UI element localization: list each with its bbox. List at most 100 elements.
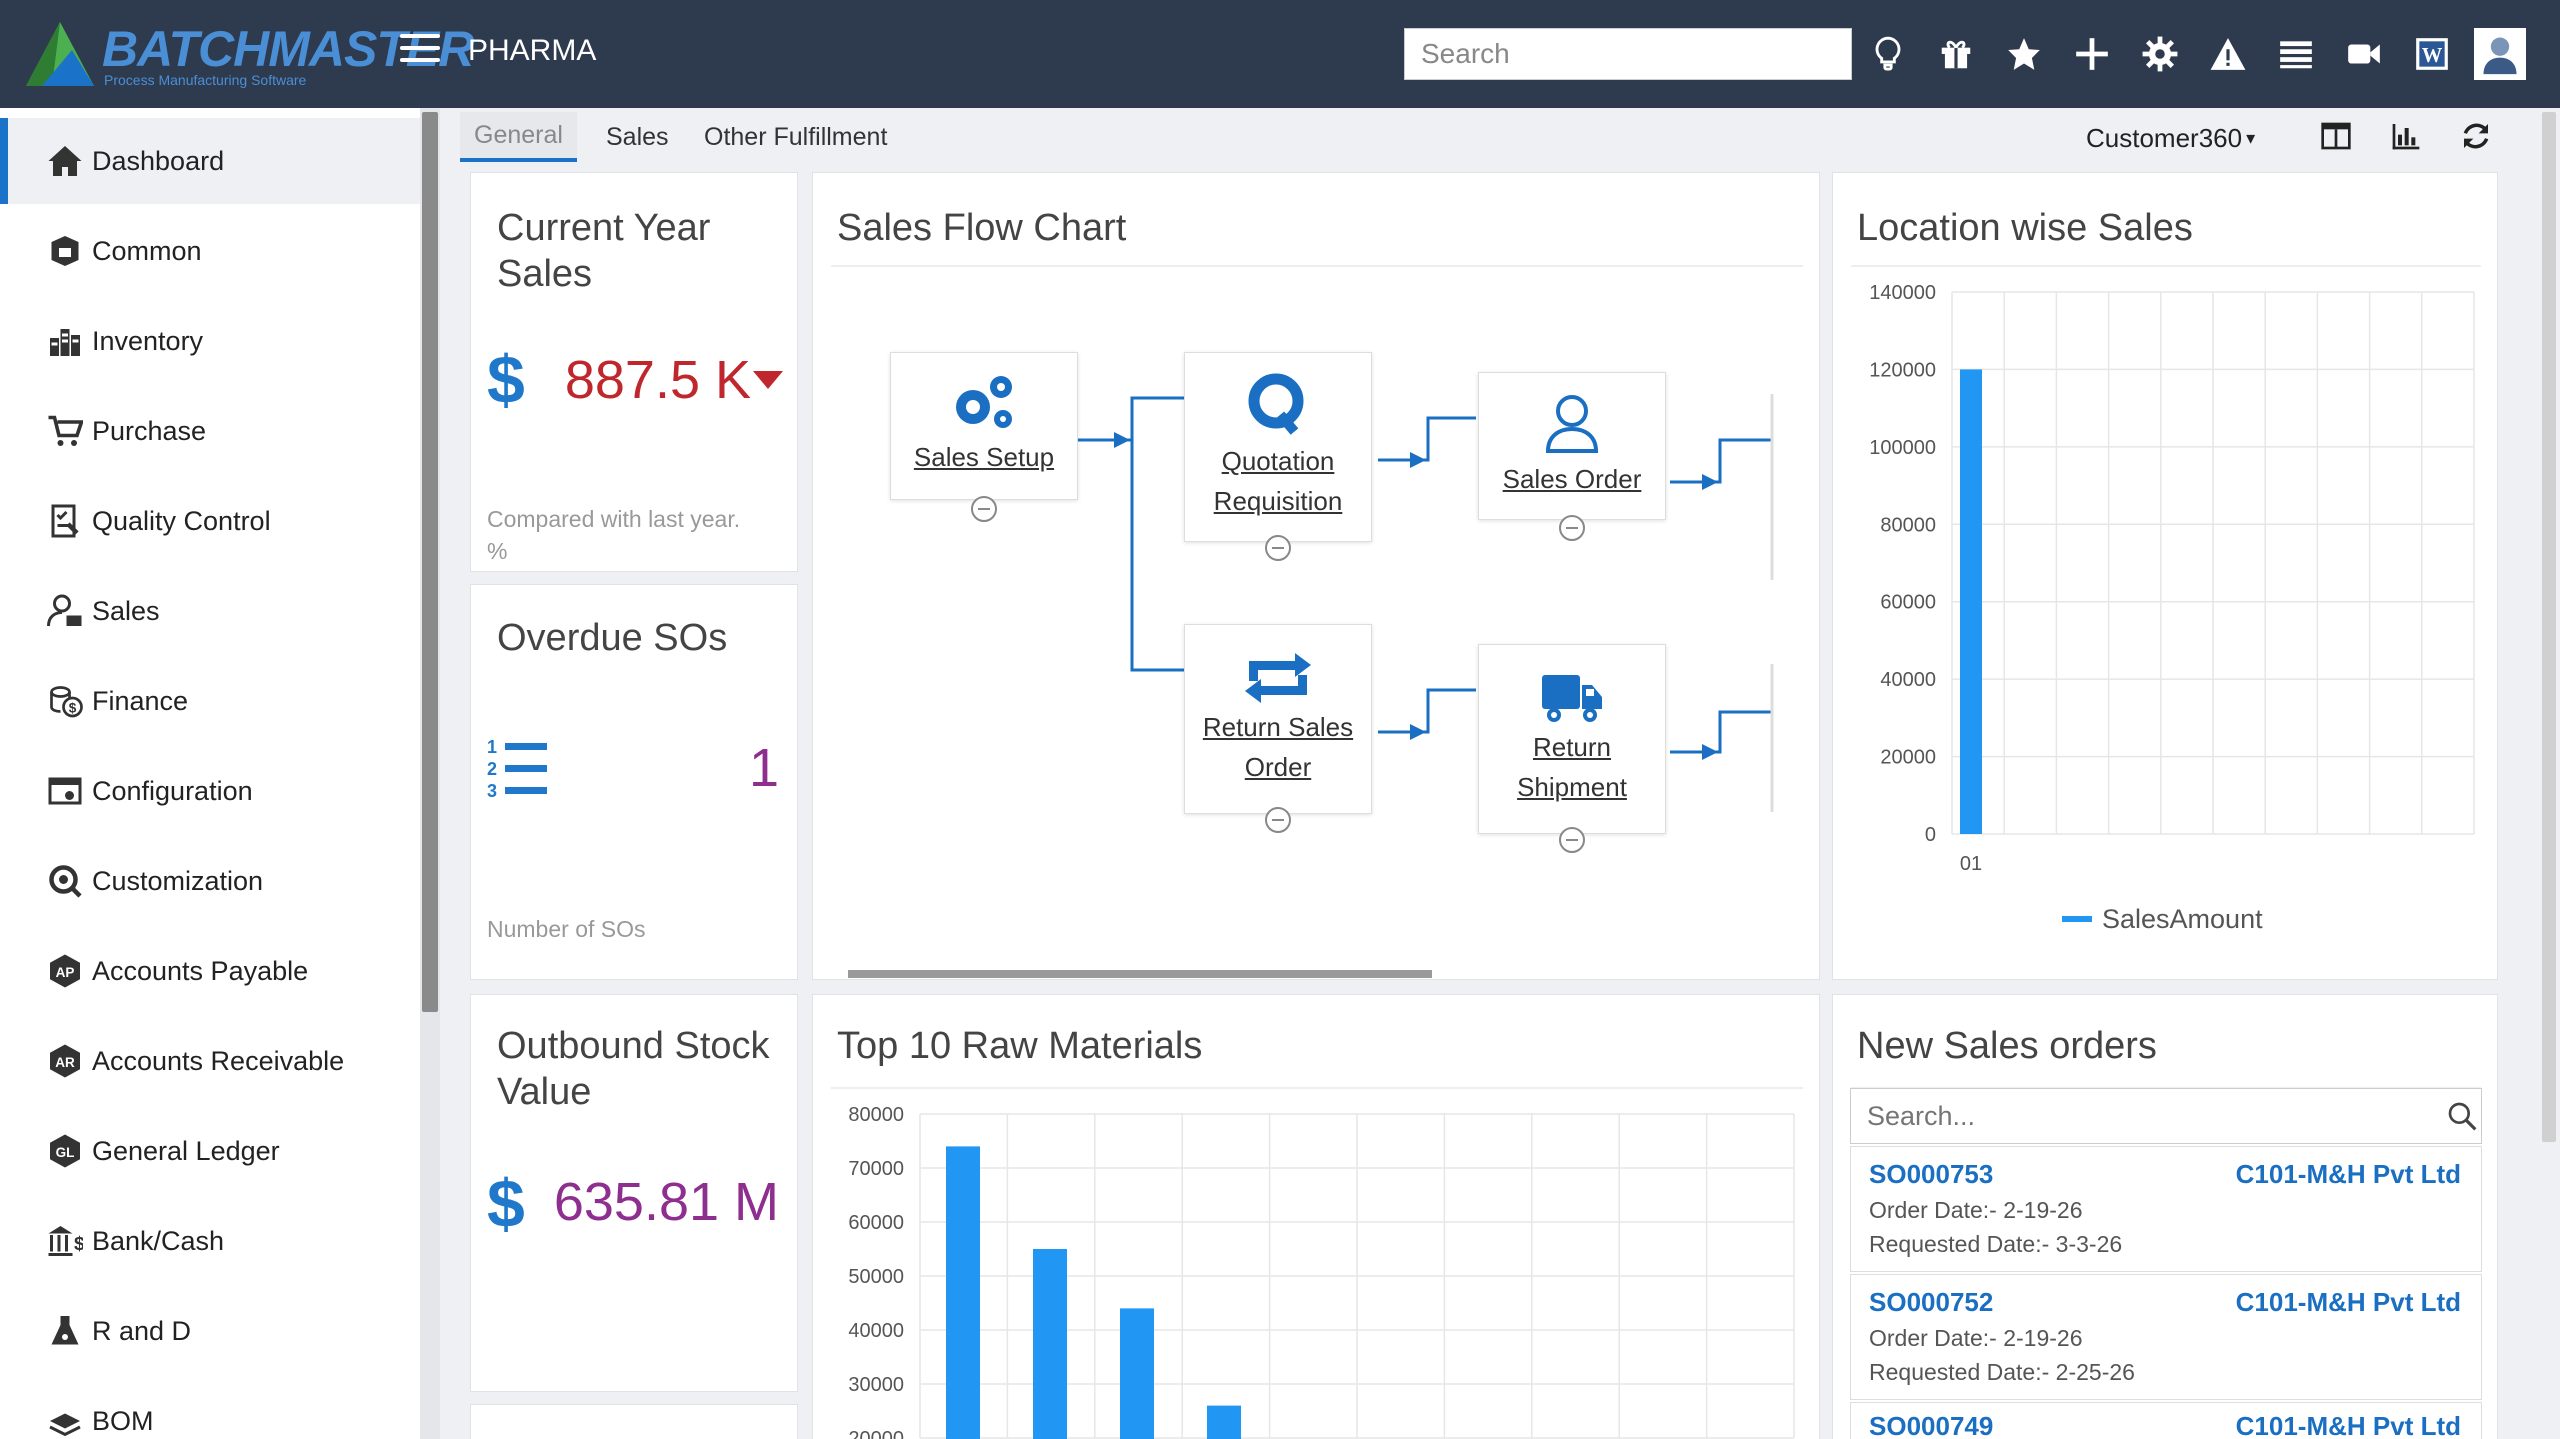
quotation-q-icon bbox=[1248, 373, 1304, 435]
bom-icon bbox=[44, 1400, 86, 1439]
kpi-card-partial bbox=[470, 1404, 798, 1439]
svg-text:$: $ bbox=[74, 1233, 83, 1255]
sidebar-item-finance[interactable]: $ Finance bbox=[0, 658, 420, 744]
sidebar: Dashboard Common Inventory Purchase Quality … bbox=[0, 108, 420, 1439]
card-title: Outbound Stock Value bbox=[497, 1025, 770, 1113]
plus-icon[interactable] bbox=[2068, 30, 2116, 78]
flow-node-quotation-requisition[interactable]: Quotation Requisition bbox=[1184, 352, 1372, 542]
sidebar-item-inventory[interactable]: Inventory bbox=[0, 298, 420, 384]
sidebar-item-common[interactable]: Common bbox=[0, 208, 420, 294]
user-avatar[interactable] bbox=[2474, 28, 2526, 80]
dashboard-selector[interactable]: Customer360 ▾ bbox=[2086, 116, 2255, 160]
tab-sales[interactable]: Sales bbox=[606, 122, 669, 151]
order-row[interactable]: SO000749 C101-M&H Pvt Ltd bbox=[1850, 1402, 2482, 1439]
flow-node-label: Sales Order bbox=[1502, 464, 1642, 494]
order-row[interactable]: SO000753 C101-M&H Pvt Ltd Order Date:- 2… bbox=[1850, 1146, 2482, 1272]
bar[interactable] bbox=[1960, 369, 1982, 834]
sidebar-item-label: Inventory bbox=[92, 325, 204, 356]
svg-text:W: W bbox=[2422, 45, 2443, 67]
batchmaster-logo[interactable]: BATCHMASTER Process Manufacturing Softwa… bbox=[22, 18, 474, 90]
top-bar: BATCHMASTER Process Manufacturing Softwa… bbox=[0, 0, 2560, 108]
sidebar-item-accounts-payable[interactable]: AP Accounts Payable bbox=[0, 928, 420, 1014]
global-search-input[interactable] bbox=[1404, 28, 1852, 80]
order-id[interactable]: SO000749 bbox=[1869, 1411, 1994, 1439]
tab-other-fulfillment[interactable]: Other Fulfillment bbox=[704, 122, 888, 151]
return-arrows-icon bbox=[1245, 653, 1311, 703]
sidebar-item-general-ledger[interactable]: GL General Ledger bbox=[0, 1108, 420, 1194]
y-tick-label: 50000 bbox=[848, 1266, 904, 1288]
collapse-node-button[interactable] bbox=[1559, 515, 1585, 541]
gear-icon[interactable] bbox=[2136, 30, 2184, 78]
bank-cash-icon: $ bbox=[44, 1220, 86, 1262]
y-tick-label: 80000 bbox=[1880, 514, 1936, 536]
flow-node-return-sales-order[interactable]: Return Sales Order bbox=[1184, 624, 1372, 814]
collapse-node-button[interactable] bbox=[1265, 535, 1291, 561]
sidebar-item-label: Quality Control bbox=[92, 505, 271, 536]
y-tick-label: 20000 bbox=[848, 1428, 904, 1439]
numbered-list-icon: 12 3 bbox=[487, 737, 547, 799]
order-id[interactable]: SO000753 bbox=[1869, 1159, 1994, 1189]
collapse-node-button[interactable] bbox=[971, 496, 997, 522]
page-scrollbar-thumb[interactable] bbox=[2542, 112, 2556, 1142]
sidebar-item-dashboard[interactable]: Dashboard bbox=[0, 118, 420, 204]
bar[interactable] bbox=[946, 1146, 980, 1439]
sidebar-item-sales[interactable]: Sales bbox=[0, 568, 420, 654]
card-title: New Sales orders bbox=[1857, 1025, 2157, 1067]
sidebar-item-accounts-receivable[interactable]: AR Accounts Receivable bbox=[0, 1018, 420, 1104]
bar-chart-icon[interactable] bbox=[2384, 114, 2428, 158]
tab-general[interactable]: General bbox=[460, 112, 577, 162]
card-divider bbox=[1851, 265, 2481, 267]
gift-icon[interactable] bbox=[1932, 30, 1980, 78]
video-icon[interactable] bbox=[2340, 30, 2388, 78]
flow-node-sales-setup[interactable]: Sales Setup bbox=[890, 352, 1078, 500]
orders-search-input[interactable] bbox=[1850, 1088, 2482, 1144]
y-tick-label: 40000 bbox=[1880, 669, 1936, 691]
search-icon[interactable] bbox=[2446, 1100, 2478, 1132]
svg-text:GL: GL bbox=[56, 1145, 75, 1160]
hamburger-menu-icon[interactable] bbox=[400, 34, 440, 70]
list-icon[interactable] bbox=[2272, 30, 2320, 78]
collapse-node-button[interactable] bbox=[1265, 807, 1291, 833]
order-row[interactable]: SO000752 C101-M&H Pvt Ltd Order Date:- 2… bbox=[1850, 1274, 2482, 1400]
sidebar-item-r-and-d[interactable]: R and D bbox=[0, 1288, 420, 1374]
kpi-value: 635.81 M bbox=[553, 1172, 779, 1232]
sidebar-item-configuration[interactable]: Configuration bbox=[0, 748, 420, 834]
svg-text:2: 2 bbox=[487, 759, 497, 779]
requested-date: Requested Date:- 3-3-26 bbox=[1869, 1231, 2123, 1257]
flow-node-return-shipment[interactable]: Return Shipment bbox=[1478, 644, 1666, 834]
star-icon[interactable] bbox=[2000, 30, 2048, 78]
gl-icon: GL bbox=[44, 1130, 86, 1172]
bar[interactable] bbox=[1207, 1405, 1241, 1439]
flow-node-sales-order[interactable]: Sales Order bbox=[1478, 372, 1666, 520]
bar[interactable] bbox=[1120, 1308, 1154, 1439]
flow-connectors bbox=[1078, 394, 1774, 812]
refresh-icon[interactable] bbox=[2454, 114, 2498, 158]
warning-icon[interactable] bbox=[2204, 30, 2252, 78]
sidebar-item-label: Configuration bbox=[92, 775, 253, 806]
y-tick-label: 80000 bbox=[848, 1104, 904, 1126]
sidebar-item-bank-cash[interactable]: $ Bank/Cash bbox=[0, 1198, 420, 1284]
home-icon bbox=[44, 140, 86, 182]
sidebar-item-bom[interactable]: BOM bbox=[0, 1378, 420, 1439]
sidebar-item-purchase[interactable]: Purchase bbox=[0, 388, 420, 474]
collapse-node-button[interactable] bbox=[1559, 827, 1585, 853]
svg-text:1: 1 bbox=[487, 737, 497, 757]
app-name: PHARMA bbox=[468, 34, 597, 67]
sidebar-item-quality-control[interactable]: Quality Control bbox=[0, 478, 420, 564]
flow-chart-scrollbar[interactable] bbox=[848, 970, 1432, 978]
y-tick-label: 120000 bbox=[1869, 359, 1936, 381]
legend-swatch bbox=[2062, 916, 2092, 922]
outbound-stock-card: Outbound Stock Value $ 635.81 M bbox=[470, 994, 798, 1392]
word-icon[interactable]: W bbox=[2408, 30, 2456, 78]
sidebar-item-customization[interactable]: Customization bbox=[0, 838, 420, 924]
order-customer: C101-M&H Pvt Ltd bbox=[2235, 1287, 2461, 1317]
legend-label: SalesAmount bbox=[2102, 904, 2263, 934]
lightbulb-icon[interactable] bbox=[1864, 30, 1912, 78]
sidebar-scrollbar-thumb[interactable] bbox=[422, 112, 438, 1012]
order-id[interactable]: SO000752 bbox=[1869, 1287, 1994, 1317]
bar[interactable] bbox=[1033, 1249, 1067, 1439]
sidebar-item-label: Common bbox=[92, 235, 202, 266]
card-title: Sales Flow Chart bbox=[837, 207, 1127, 249]
layout-columns-icon[interactable] bbox=[2314, 114, 2358, 158]
